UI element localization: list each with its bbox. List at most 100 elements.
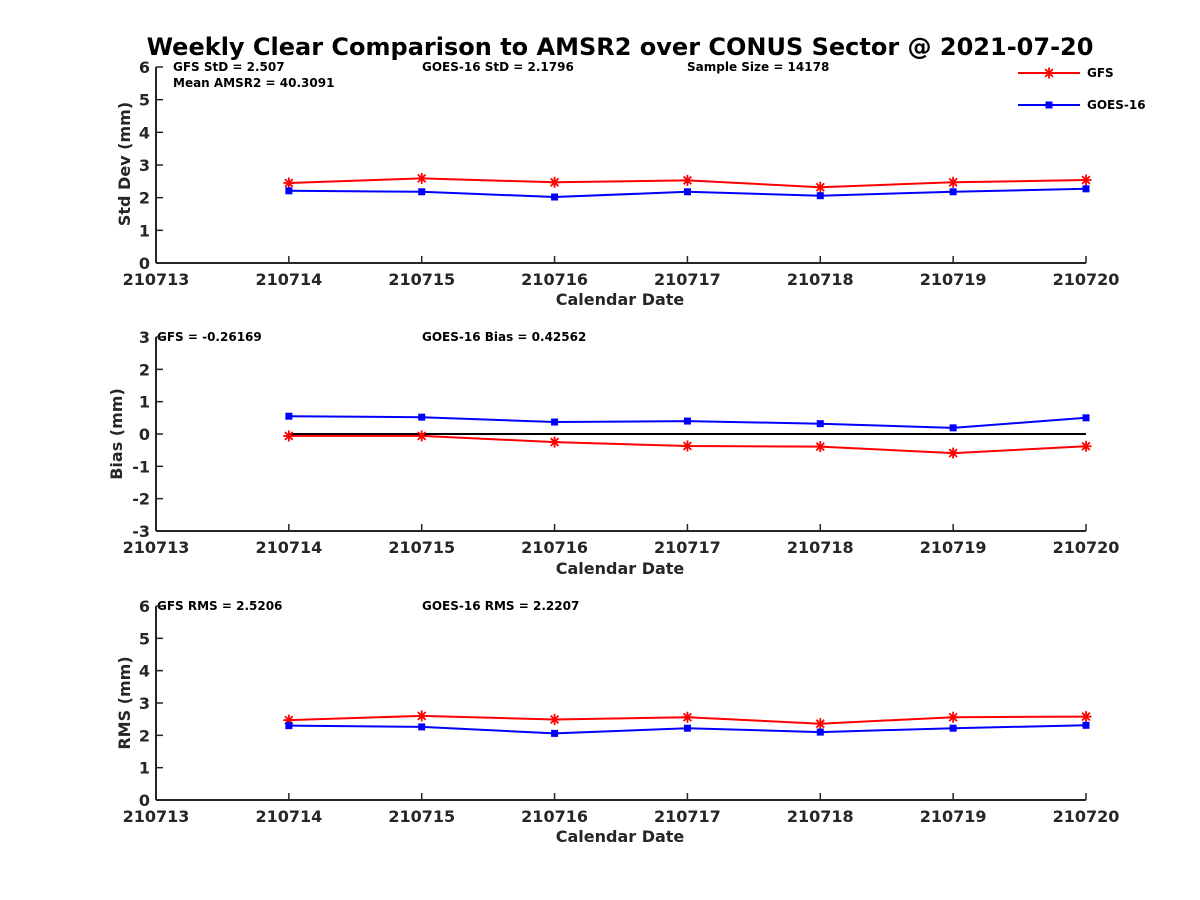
- chart-title: Weekly Clear Comparison to AMSR2 over CO…: [147, 33, 1094, 61]
- y-tick-label: 1: [139, 759, 150, 778]
- y-tick-label: 0: [139, 425, 150, 444]
- y-axis-label: RMS (mm): [115, 656, 134, 749]
- annotation-goes16-rms: GOES-16 RMS = 2.2207: [422, 599, 579, 613]
- data-point-goes16: [683, 188, 691, 196]
- annotation-gfs-rms: GFS RMS = 2.5206: [157, 599, 282, 613]
- y-tick-label: 2: [139, 360, 150, 379]
- data-point-goes16: [285, 722, 293, 730]
- y-tick-label: 3: [139, 156, 150, 175]
- x-tick-label: 210714: [255, 538, 322, 557]
- y-tick-label: 2: [139, 189, 150, 208]
- x-tick-label: 210720: [1053, 270, 1120, 289]
- x-tick-label: 210715: [388, 538, 455, 557]
- x-tick-label: 210717: [654, 270, 721, 289]
- data-point-gfs: [947, 711, 959, 723]
- legend-marker-gfs-mark: [1043, 67, 1055, 79]
- data-point-gfs: [681, 440, 693, 452]
- annotation-gfs-bias: GFS = -0.26169: [157, 330, 262, 344]
- x-tick-label: 210713: [123, 538, 190, 557]
- data-point-goes16: [816, 192, 824, 200]
- data-point-goes16: [683, 417, 691, 425]
- x-tick-label: 210716: [521, 538, 588, 557]
- y-tick-label: 6: [139, 597, 150, 616]
- x-tick-label: 210716: [521, 807, 588, 826]
- data-point-gfs: [681, 711, 693, 723]
- data-point-gfs: [814, 718, 826, 730]
- legend-label-goes16: GOES-16: [1087, 98, 1146, 112]
- data-point-goes16: [1082, 185, 1090, 193]
- y-tick-label: 5: [139, 91, 150, 110]
- data-point-gfs: [283, 430, 295, 442]
- legend-marker-goes16-mark: [1045, 101, 1053, 109]
- data-point-goes16: [418, 188, 426, 196]
- x-tick-label: 210719: [920, 270, 987, 289]
- data-point-goes16: [816, 728, 824, 736]
- annotation-goes16-std: GOES-16 StD = 2.1796: [422, 60, 574, 74]
- annotation-sample-size: Sample Size = 14178: [687, 60, 829, 74]
- data-point-goes16: [551, 418, 559, 426]
- panel-std-dev: GFS StD = 2.507 Mean AMSR2 = 40.3091 GOE…: [115, 58, 1119, 309]
- data-point-gfs: [549, 176, 561, 188]
- x-axis-label: Calendar Date: [556, 827, 685, 846]
- y-tick-label: 1: [139, 393, 150, 412]
- data-point-goes16: [285, 187, 293, 195]
- y-tick-label: 0: [139, 791, 150, 810]
- data-point-gfs: [416, 430, 428, 442]
- data-point-gfs: [681, 174, 693, 186]
- data-point-goes16: [949, 424, 957, 432]
- data-point-gfs: [947, 176, 959, 188]
- y-tick-label: 1: [139, 221, 150, 240]
- data-point-goes16: [551, 193, 559, 201]
- panel-rms: GFS RMS = 2.5206 GOES-16 RMS = 2.2207 Ca…: [115, 597, 1119, 846]
- data-point-gfs: [814, 181, 826, 193]
- data-point-goes16: [949, 724, 957, 732]
- x-tick-label: 210719: [920, 807, 987, 826]
- data-point-goes16: [418, 723, 426, 731]
- data-point-goes16: [1082, 414, 1090, 422]
- x-tick-label: 210719: [920, 538, 987, 557]
- x-tick-label: 210720: [1053, 807, 1120, 826]
- annotation-mean-amsr2: Mean AMSR2 = 40.3091: [173, 76, 334, 90]
- data-point-goes16: [683, 724, 691, 732]
- y-tick-label: 0: [139, 254, 150, 273]
- x-tick-label: 210713: [123, 807, 190, 826]
- x-tick-label: 210718: [787, 270, 854, 289]
- data-point-gfs: [947, 447, 959, 459]
- y-axis-label: Std Dev (mm): [115, 102, 134, 226]
- y-tick-label: -3: [132, 522, 150, 541]
- x-tick-label: 210715: [388, 807, 455, 826]
- y-tick-label: 3: [139, 328, 150, 347]
- annotation-goes16-bias: GOES-16 Bias = 0.42562: [422, 330, 586, 344]
- data-point-gfs: [1080, 174, 1092, 186]
- legend-label-gfs: GFS: [1087, 66, 1114, 80]
- data-point-goes16: [949, 188, 957, 196]
- data-point-goes16: [816, 420, 824, 428]
- data-point-gfs: [283, 177, 295, 189]
- x-tick-label: 210718: [787, 538, 854, 557]
- y-tick-label: 6: [139, 58, 150, 77]
- data-point-goes16: [418, 413, 426, 421]
- data-point-gfs: [549, 713, 561, 725]
- x-tick-label: 210717: [654, 807, 721, 826]
- data-point-gfs: [416, 710, 428, 722]
- y-tick-label: 2: [139, 726, 150, 745]
- y-tick-label: 4: [139, 123, 150, 142]
- data-point-gfs: [416, 172, 428, 184]
- data-point-gfs: [549, 436, 561, 448]
- legend: GFS GOES-16: [1018, 66, 1146, 112]
- legend-marker-goes16: [1045, 101, 1053, 109]
- x-axis-label: Calendar Date: [556, 559, 685, 578]
- x-axis-label: Calendar Date: [556, 290, 685, 309]
- annotation-gfs-std: GFS StD = 2.507: [173, 60, 285, 74]
- data-point-goes16: [285, 412, 293, 420]
- y-tick-label: 4: [139, 662, 150, 681]
- x-tick-label: 210718: [787, 807, 854, 826]
- y-tick-label: 3: [139, 694, 150, 713]
- x-tick-label: 210715: [388, 270, 455, 289]
- x-tick-label: 210714: [255, 807, 322, 826]
- data-point-gfs: [814, 441, 826, 453]
- y-tick-label: 5: [139, 629, 150, 648]
- y-tick-label: -2: [132, 490, 150, 509]
- panel-bias: GFS = -0.26169 GOES-16 Bias = 0.42562 Ca…: [107, 328, 1119, 578]
